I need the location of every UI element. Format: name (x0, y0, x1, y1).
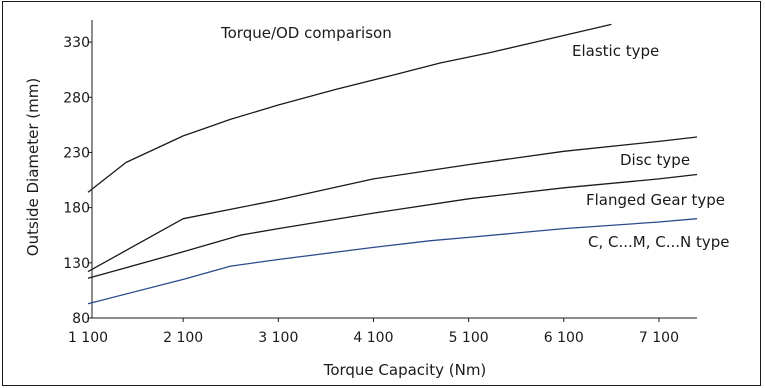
x-tick-label: 7 100 (639, 330, 679, 346)
y-tick-label: 230 (63, 145, 90, 161)
axes (91, 20, 697, 319)
ticks: 80 130 180 230 280 330 1 100 2 100 3 100 4 100 5 1… (63, 35, 679, 346)
x-axis-title: Torque Capacity (Nm) (323, 361, 487, 379)
series-labels: Elastic type Disc type Flanged Gear type C,… (572, 42, 730, 251)
y-tick-label: 280 (63, 90, 90, 106)
x-tick-label: 6 100 (544, 330, 584, 346)
y-tick-label: 180 (63, 201, 90, 217)
x-tick-label: 4 100 (353, 330, 393, 346)
y-tick-label: 130 (63, 256, 90, 272)
series-label-elastic-type: Elastic type (572, 42, 659, 60)
series-label-disc-type: Disc type (620, 151, 690, 169)
series-line-c-cm-cn-type (87, 218, 698, 305)
chart-title: Torque/OD comparison (220, 24, 392, 42)
x-tick-label: 3 100 (258, 330, 298, 346)
y-axis-title: Outside Diameter (mm) (24, 78, 42, 256)
series-line-flanged-gear-type (87, 173, 698, 279)
series-line-elastic-type (87, 23, 612, 193)
y-tick-label: 330 (63, 35, 90, 51)
series-line-disc-type (87, 136, 698, 273)
y-tick-label: 80 (72, 311, 90, 327)
series-label-c-cm-cn-type: C, C...M, C...N type (588, 233, 730, 251)
x-tick-label: 2 100 (163, 330, 203, 346)
series-label-flanged-gear-type: Flanged Gear type (586, 191, 725, 209)
series-lines (87, 23, 698, 305)
x-tick-label: 5 100 (449, 330, 489, 346)
x-tick-label: 1 100 (68, 330, 108, 346)
